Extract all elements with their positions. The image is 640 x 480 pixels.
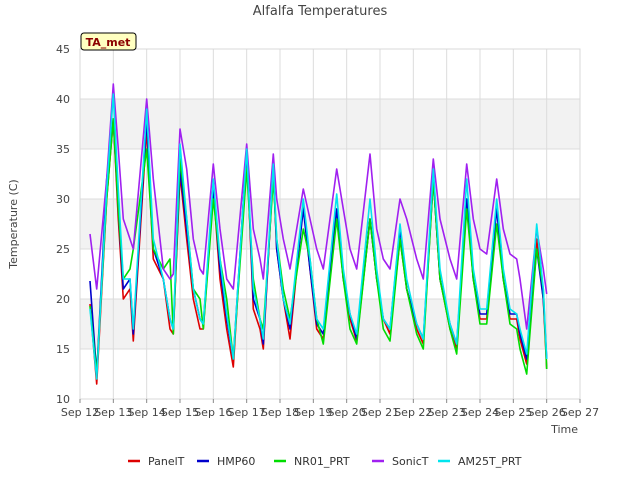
x-tick-label: Sep 22 xyxy=(394,406,432,419)
y-axis-label: Temperature (C) xyxy=(7,179,20,269)
x-tick-label: Sep 15 xyxy=(161,406,199,419)
legend: PanelT HMP60 NR01_PRT SonicT AM25T_PRT xyxy=(128,455,522,468)
x-tick-label: Sep 27 xyxy=(561,406,599,419)
series-line-am25t-prt xyxy=(89,93,548,380)
x-tick-label: Sep 18 xyxy=(261,406,299,419)
y-tick-label: 30 xyxy=(56,193,70,206)
x-tick-label: Sep 12 xyxy=(61,406,99,419)
station-badge: TA_met xyxy=(80,32,137,51)
legend-label-panelt: PanelT xyxy=(148,455,185,468)
y-tick-label: 15 xyxy=(56,343,70,356)
legend-label-am25t-prt: AM25T_PRT xyxy=(458,455,522,468)
x-tick-label: Sep 25 xyxy=(494,406,532,419)
x-tick-label: Sep 16 xyxy=(194,406,232,419)
chart-title: Alfalfa Temperatures xyxy=(253,4,388,19)
series-line-sonict xyxy=(89,83,548,330)
legend-label-sonict: SonicT xyxy=(392,455,429,468)
plot-band xyxy=(80,49,580,99)
y-tick-label: 35 xyxy=(56,143,70,156)
plot-band xyxy=(80,349,580,399)
series-lines xyxy=(89,83,548,385)
y-tick-label: 25 xyxy=(56,243,70,256)
x-tick-label: Sep 13 xyxy=(94,406,132,419)
plot-frame xyxy=(79,48,581,400)
y-tick-label: 10 xyxy=(56,393,70,406)
plot-band xyxy=(80,99,580,149)
badge-label: TA_met xyxy=(86,36,131,49)
x-tick-label: Sep 21 xyxy=(361,406,399,419)
y-tick-label: 45 xyxy=(56,43,70,56)
y-tick-label: 20 xyxy=(56,293,70,306)
plot-band xyxy=(80,299,580,349)
x-tick-label: Sep 17 xyxy=(228,406,266,419)
x-tick-label: Sep 26 xyxy=(528,406,566,419)
plot-band xyxy=(80,149,580,199)
x-tick-label: Sep 20 xyxy=(328,406,366,419)
x-tick-label: Sep 23 xyxy=(428,406,466,419)
y-tick-label: 40 xyxy=(56,93,70,106)
legend-label-nr01-prt: NR01_PRT xyxy=(294,455,350,468)
x-tick-label: Sep 19 xyxy=(294,406,332,419)
x-tick-label: Sep 14 xyxy=(128,406,166,419)
x-tick-label: Sep 24 xyxy=(461,406,499,419)
legend-label-hmp60: HMP60 xyxy=(217,455,255,468)
y-axis: 10 15 20 25 30 35 40 45 xyxy=(56,43,70,406)
x-axis-label: Time xyxy=(550,423,578,436)
